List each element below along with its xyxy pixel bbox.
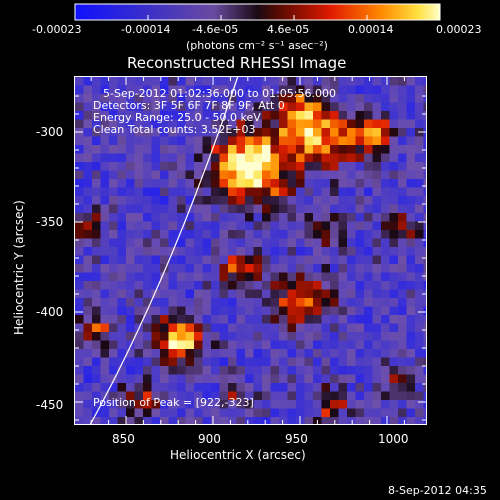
solar-limb-line xyxy=(89,75,239,426)
image-title: Reconstructed RHESSI Image xyxy=(127,54,347,72)
energy-range-text: Energy Range: 25.0 - 50.0 keV xyxy=(93,111,261,124)
y-tick-label: -400 xyxy=(36,305,64,319)
x-axis-label: Heliocentric X (arcsec) xyxy=(170,448,306,462)
colorbar-tick-label: -0.00014 xyxy=(121,23,171,36)
time-range-text: 5-Sep-2012 01:02:36.000 to 01:05:56.000 xyxy=(103,87,336,100)
colorbar-tick-label: -4.6e-05 xyxy=(192,23,239,36)
colorbar-units: (photons cm⁻² s⁻¹ asec⁻²) xyxy=(186,39,328,52)
colorbar-tick-label: 0.00014 xyxy=(348,23,394,36)
colorbar-tick-label: -0.00023 xyxy=(32,23,82,36)
peak-position-text: Position of Peak = [922,-323] xyxy=(93,396,254,409)
colorbar-gradient xyxy=(74,3,441,21)
x-tick-label: 950 xyxy=(285,432,308,446)
x-tick-label: 1000 xyxy=(378,432,409,446)
axis-ticks xyxy=(75,77,426,424)
y-tick-label: -350 xyxy=(36,215,64,229)
footer-timestamp: 8-Sep-2012 04:35 xyxy=(388,484,487,497)
detectors-text: Detectors: 3F 5F 6F 7F 8F 9F, Att 0 xyxy=(93,99,285,112)
y-tick-label: -300 xyxy=(36,125,64,139)
x-tick-label: 900 xyxy=(198,432,221,446)
y-tick-label: -450 xyxy=(36,398,64,412)
colorbar-tick-label: 4.6e-05 xyxy=(267,23,310,36)
y-axis-label: Heliocentric Y (arcsec) xyxy=(12,200,26,335)
x-tick-label: 850 xyxy=(112,432,135,446)
colorbar-tick-label: 0.00023 xyxy=(436,23,482,36)
map-pixels xyxy=(75,77,426,424)
plot-frame xyxy=(74,76,427,425)
clean-counts-text: Clean Total counts: 3.52E+03 xyxy=(93,123,256,136)
colorbar-ticks xyxy=(74,15,441,20)
